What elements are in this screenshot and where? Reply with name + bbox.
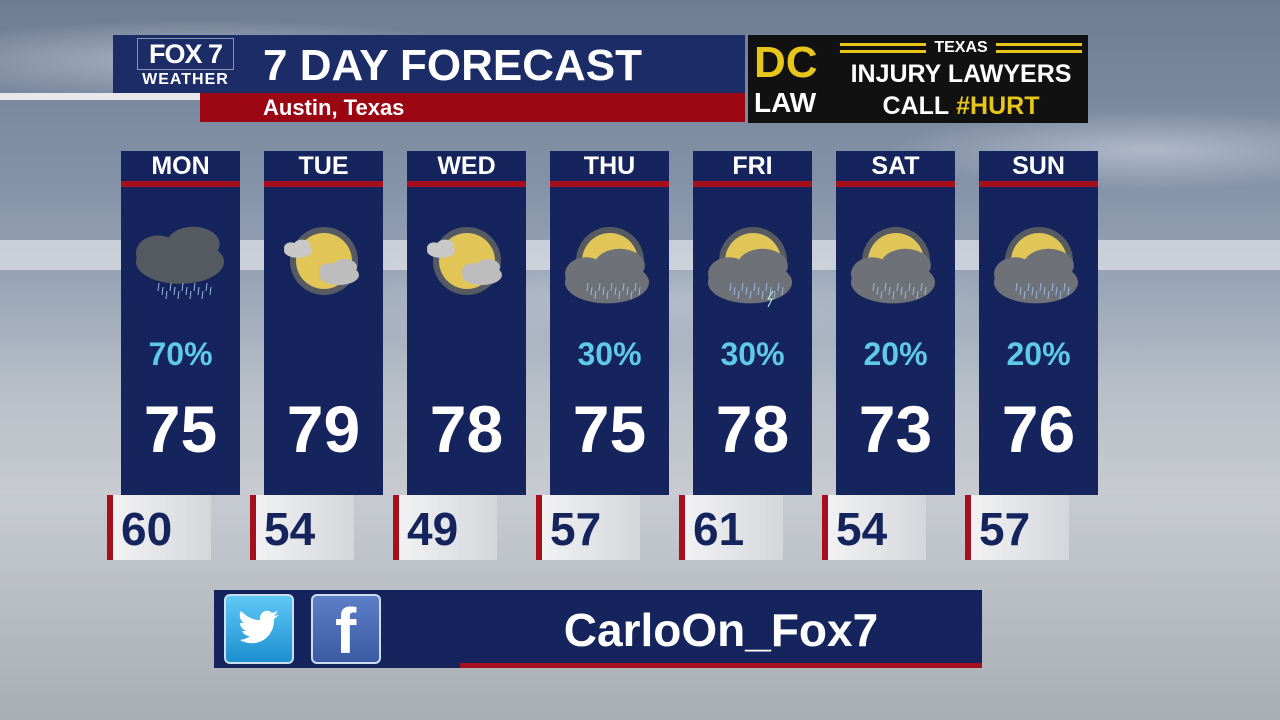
high-temp: 76 [1001, 392, 1076, 466]
social-bar: f CarloOn_Fox7 [214, 590, 982, 668]
day-label: SUN [979, 151, 1098, 187]
low-temp-box: 61 [679, 495, 783, 560]
social-handle: CarloOn_Fox7 [563, 604, 879, 656]
handle-underline [460, 663, 982, 668]
day-label: THU [550, 151, 669, 187]
sponsor-dc: DC [754, 38, 818, 87]
header-bar [113, 35, 745, 93]
precip-chance: 30% [577, 336, 642, 372]
logo-bottom: WEATHER [142, 71, 229, 88]
fox7-weather-logo: FOX 7 WEATHER [131, 38, 240, 92]
precip-chance: 70% [148, 336, 213, 372]
high-temp: 75 [143, 392, 218, 466]
day-label: MON [121, 151, 240, 187]
partly-cloudy-showers-icon [565, 227, 649, 304]
facebook-icon: f [311, 594, 381, 667]
forecast-day-tue: TUE 79 [264, 151, 383, 495]
high-temp: 75 [572, 392, 647, 466]
forecast-day-mon: MON 70% 75 [121, 151, 240, 495]
low-temp-box: 49 [393, 495, 497, 560]
low-temp-box: 57 [536, 495, 640, 560]
day-label: SAT [836, 151, 955, 187]
low-temp: 54 [836, 503, 888, 555]
precip-chance: 30% [720, 336, 785, 372]
day-label: WED [407, 151, 526, 187]
low-temp: 57 [979, 503, 1031, 555]
low-temp: 57 [550, 503, 602, 555]
high-temp: 78 [715, 392, 790, 466]
partly-cloudy-storms-icon [708, 227, 792, 308]
low-temp-box: 57 [965, 495, 1069, 560]
location-band [200, 93, 745, 122]
high-temp: 78 [429, 392, 504, 466]
forecast-day-thu: THU 30% 75 [550, 151, 669, 495]
sponsor-stripe [840, 43, 926, 53]
low-temp-box: 54 [822, 495, 926, 560]
forecast-day-fri: FRI 30% 78 [693, 151, 812, 495]
day-label: TUE [264, 151, 383, 187]
sponsor-hashtag: #HURT [956, 92, 1040, 120]
sponsor-call: CALL #HURT [838, 91, 1084, 121]
header-line [0, 93, 200, 100]
low-temp: 60 [121, 503, 173, 555]
low-temp: 54 [264, 503, 316, 555]
forecast-day-sun: SUN 20% 76 [979, 151, 1098, 495]
facebook-glyph: f [335, 595, 357, 667]
partly-cloudy-showers-icon [851, 227, 935, 304]
forecast-day-sat: SAT 20% 73 [836, 151, 955, 495]
precip-chance: 20% [863, 336, 928, 372]
high-temp: 73 [858, 392, 933, 466]
sponsor-ad: DC LAW TEXAS INJURY LAWYERS CALL #HURT [748, 35, 1088, 123]
forecast-day-wed: WED 78 [407, 151, 526, 495]
low-temp: 61 [693, 503, 745, 555]
sponsor-stripe [996, 43, 1082, 53]
mostly-sunny-icon [284, 227, 359, 295]
high-temp: 79 [286, 392, 361, 466]
day-label: FRI [693, 151, 812, 187]
sponsor-state: TEXAS [934, 39, 988, 56]
sponsor-law: LAW [754, 87, 817, 118]
low-temp-box: 54 [250, 495, 354, 560]
sponsor-line1: INJURY LAWYERS [850, 60, 1072, 88]
twitter-icon [224, 594, 294, 664]
sponsor-call-word: CALL [882, 92, 950, 120]
rain-cloud-icon [136, 226, 224, 300]
partly-cloudy-showers-icon [994, 227, 1078, 304]
page-title: 7 DAY FORECAST [263, 41, 642, 90]
precip-chance: 20% [1006, 336, 1071, 372]
low-temp: 49 [407, 503, 459, 555]
mostly-sunny-icon [427, 227, 502, 295]
location-label: Austin, Texas [263, 95, 405, 120]
low-temp-box: 60 [107, 495, 211, 560]
logo-top: FOX 7 [137, 38, 234, 70]
